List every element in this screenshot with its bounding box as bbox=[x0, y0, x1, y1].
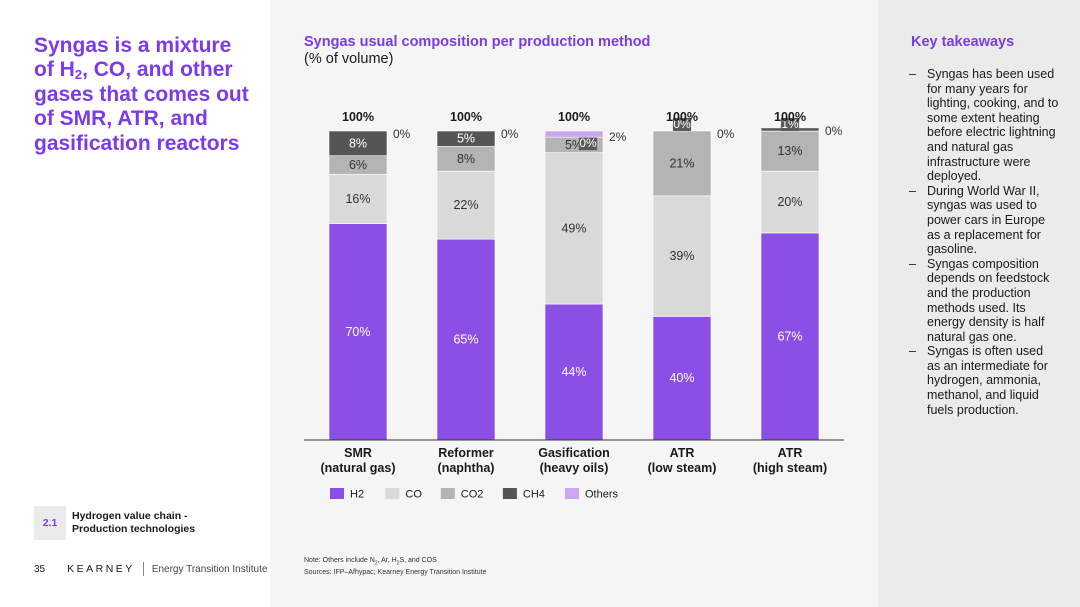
chart-title: Syngas usual composition per production … bbox=[304, 34, 651, 50]
x-tick-label: ATR bbox=[670, 446, 695, 460]
total-label: 100% bbox=[666, 110, 698, 124]
data-label: 22% bbox=[453, 198, 478, 212]
bar-segment-h2 bbox=[760, 232, 820, 441]
footer: 35 KEARNEY Energy Transition Institute bbox=[34, 562, 267, 576]
data-label: 5% bbox=[565, 138, 583, 152]
section-number: 2.1 bbox=[34, 506, 66, 540]
legend-label: CO2 bbox=[461, 489, 484, 501]
bar-segment-others bbox=[544, 130, 604, 138]
data-label: 0% bbox=[673, 117, 691, 131]
data-label: 49% bbox=[561, 221, 586, 235]
key-takeaways-list: Syngas has been used for many years for … bbox=[909, 67, 1059, 417]
institute-name: Energy Transition Institute bbox=[151, 563, 268, 575]
x-tick-sublabel: (naphtha) bbox=[438, 461, 495, 475]
data-label: 8% bbox=[349, 136, 367, 150]
x-tick-sublabel: (high steam) bbox=[753, 461, 827, 475]
legend-label: CO bbox=[405, 489, 422, 501]
legend-label: Others bbox=[585, 489, 619, 501]
left-panel bbox=[0, 0, 270, 607]
slide-headline: Syngas is a mixture of H2, CO, and other… bbox=[34, 34, 249, 155]
x-tick-sublabel: (natural gas) bbox=[320, 461, 395, 475]
legend-swatch-co2 bbox=[440, 488, 455, 499]
x-tick-label: Gasification bbox=[538, 446, 610, 460]
data-label: 6% bbox=[349, 158, 367, 172]
data-label: 65% bbox=[453, 333, 478, 347]
data-label: 70% bbox=[345, 325, 370, 339]
bar-segment-co bbox=[652, 195, 712, 317]
bar-segment-co2 bbox=[652, 130, 712, 197]
label-box bbox=[672, 118, 692, 131]
data-label: 67% bbox=[777, 329, 802, 343]
bar-segment-co bbox=[544, 152, 604, 305]
section-label: Hydrogen value chain - Production techno… bbox=[72, 510, 196, 535]
bar-segment-co2 bbox=[760, 130, 820, 172]
takeaway-item: Syngas is often used as an intermediate … bbox=[909, 344, 1059, 417]
data-label: 0% bbox=[579, 136, 597, 150]
x-tick-label: SMR bbox=[344, 446, 372, 460]
data-label: 20% bbox=[777, 195, 802, 209]
legend-label: CH4 bbox=[523, 489, 545, 501]
data-label: 44% bbox=[561, 365, 586, 379]
x-tick-sublabel: (low steam) bbox=[648, 461, 717, 475]
data-label: 21% bbox=[669, 156, 694, 170]
bar-segment-h2 bbox=[544, 303, 604, 441]
takeaway-item: Syngas has been used for many years for … bbox=[909, 67, 1059, 184]
label-box bbox=[578, 137, 598, 151]
x-tick-sublabel: (heavy oils) bbox=[540, 461, 609, 475]
bar-segment-co bbox=[328, 173, 388, 224]
total-label: 100% bbox=[342, 110, 374, 124]
bar-segment-ch4 bbox=[436, 130, 496, 147]
data-label: 0% bbox=[501, 127, 519, 141]
chart-notes: Note: Others include N2, Ar, H2S, and CO… bbox=[304, 556, 486, 577]
note-line: Note: Others include N2, Ar, H2S, and CO… bbox=[304, 557, 437, 567]
total-label: 100% bbox=[450, 110, 482, 124]
data-label: 1% bbox=[781, 117, 799, 131]
legend-swatch-h2 bbox=[330, 488, 344, 499]
takeaway-item: Syngas composition depends on feedstock … bbox=[909, 257, 1059, 345]
x-tick-label: ATR bbox=[778, 446, 803, 460]
total-label: 100% bbox=[774, 110, 806, 124]
legend-swatch-ch4 bbox=[502, 488, 517, 499]
data-label: 13% bbox=[777, 144, 802, 158]
bar-segment-co bbox=[760, 170, 820, 234]
sources-line: Sources: IFP–Afhypac; Kearney Energy Tra… bbox=[304, 569, 487, 577]
bar-segment-h2 bbox=[328, 223, 388, 441]
key-takeaways-title: Key takeaways bbox=[911, 34, 1015, 50]
stacked-bar-chart: 70%16%6%8%0%100%SMR(natural gas)65%22%8%… bbox=[304, 110, 844, 501]
data-label: 39% bbox=[669, 249, 694, 263]
data-label: 0% bbox=[393, 127, 411, 141]
x-tick-label: Reformer bbox=[438, 446, 494, 460]
chart-subtitle: (% of volume) bbox=[304, 51, 394, 67]
brand-logo: KEARNEY bbox=[67, 563, 135, 575]
total-label: 100% bbox=[558, 110, 590, 124]
takeaway-item: During World War II, syngas was used to … bbox=[909, 184, 1059, 257]
bar-segment-h2 bbox=[436, 238, 496, 441]
data-label: 0% bbox=[825, 124, 843, 138]
data-label: 8% bbox=[457, 152, 475, 166]
section-tag[interactable]: 2.1 Hydrogen value chain - Production te… bbox=[34, 506, 222, 540]
footer-divider bbox=[142, 562, 144, 576]
legend-label: H2 bbox=[350, 489, 364, 501]
legend-swatch-others bbox=[565, 488, 579, 499]
data-label: 0% bbox=[717, 127, 735, 141]
data-label: 5% bbox=[457, 132, 475, 146]
bar-segment-h2 bbox=[652, 316, 712, 441]
data-label: 16% bbox=[345, 192, 370, 206]
page-number: 35 bbox=[34, 563, 46, 575]
bar-segment-ch4 bbox=[328, 130, 388, 157]
label-box bbox=[780, 118, 800, 131]
data-label: 2% bbox=[609, 130, 627, 144]
legend-swatch-co bbox=[385, 488, 400, 499]
data-label: 40% bbox=[669, 371, 694, 385]
